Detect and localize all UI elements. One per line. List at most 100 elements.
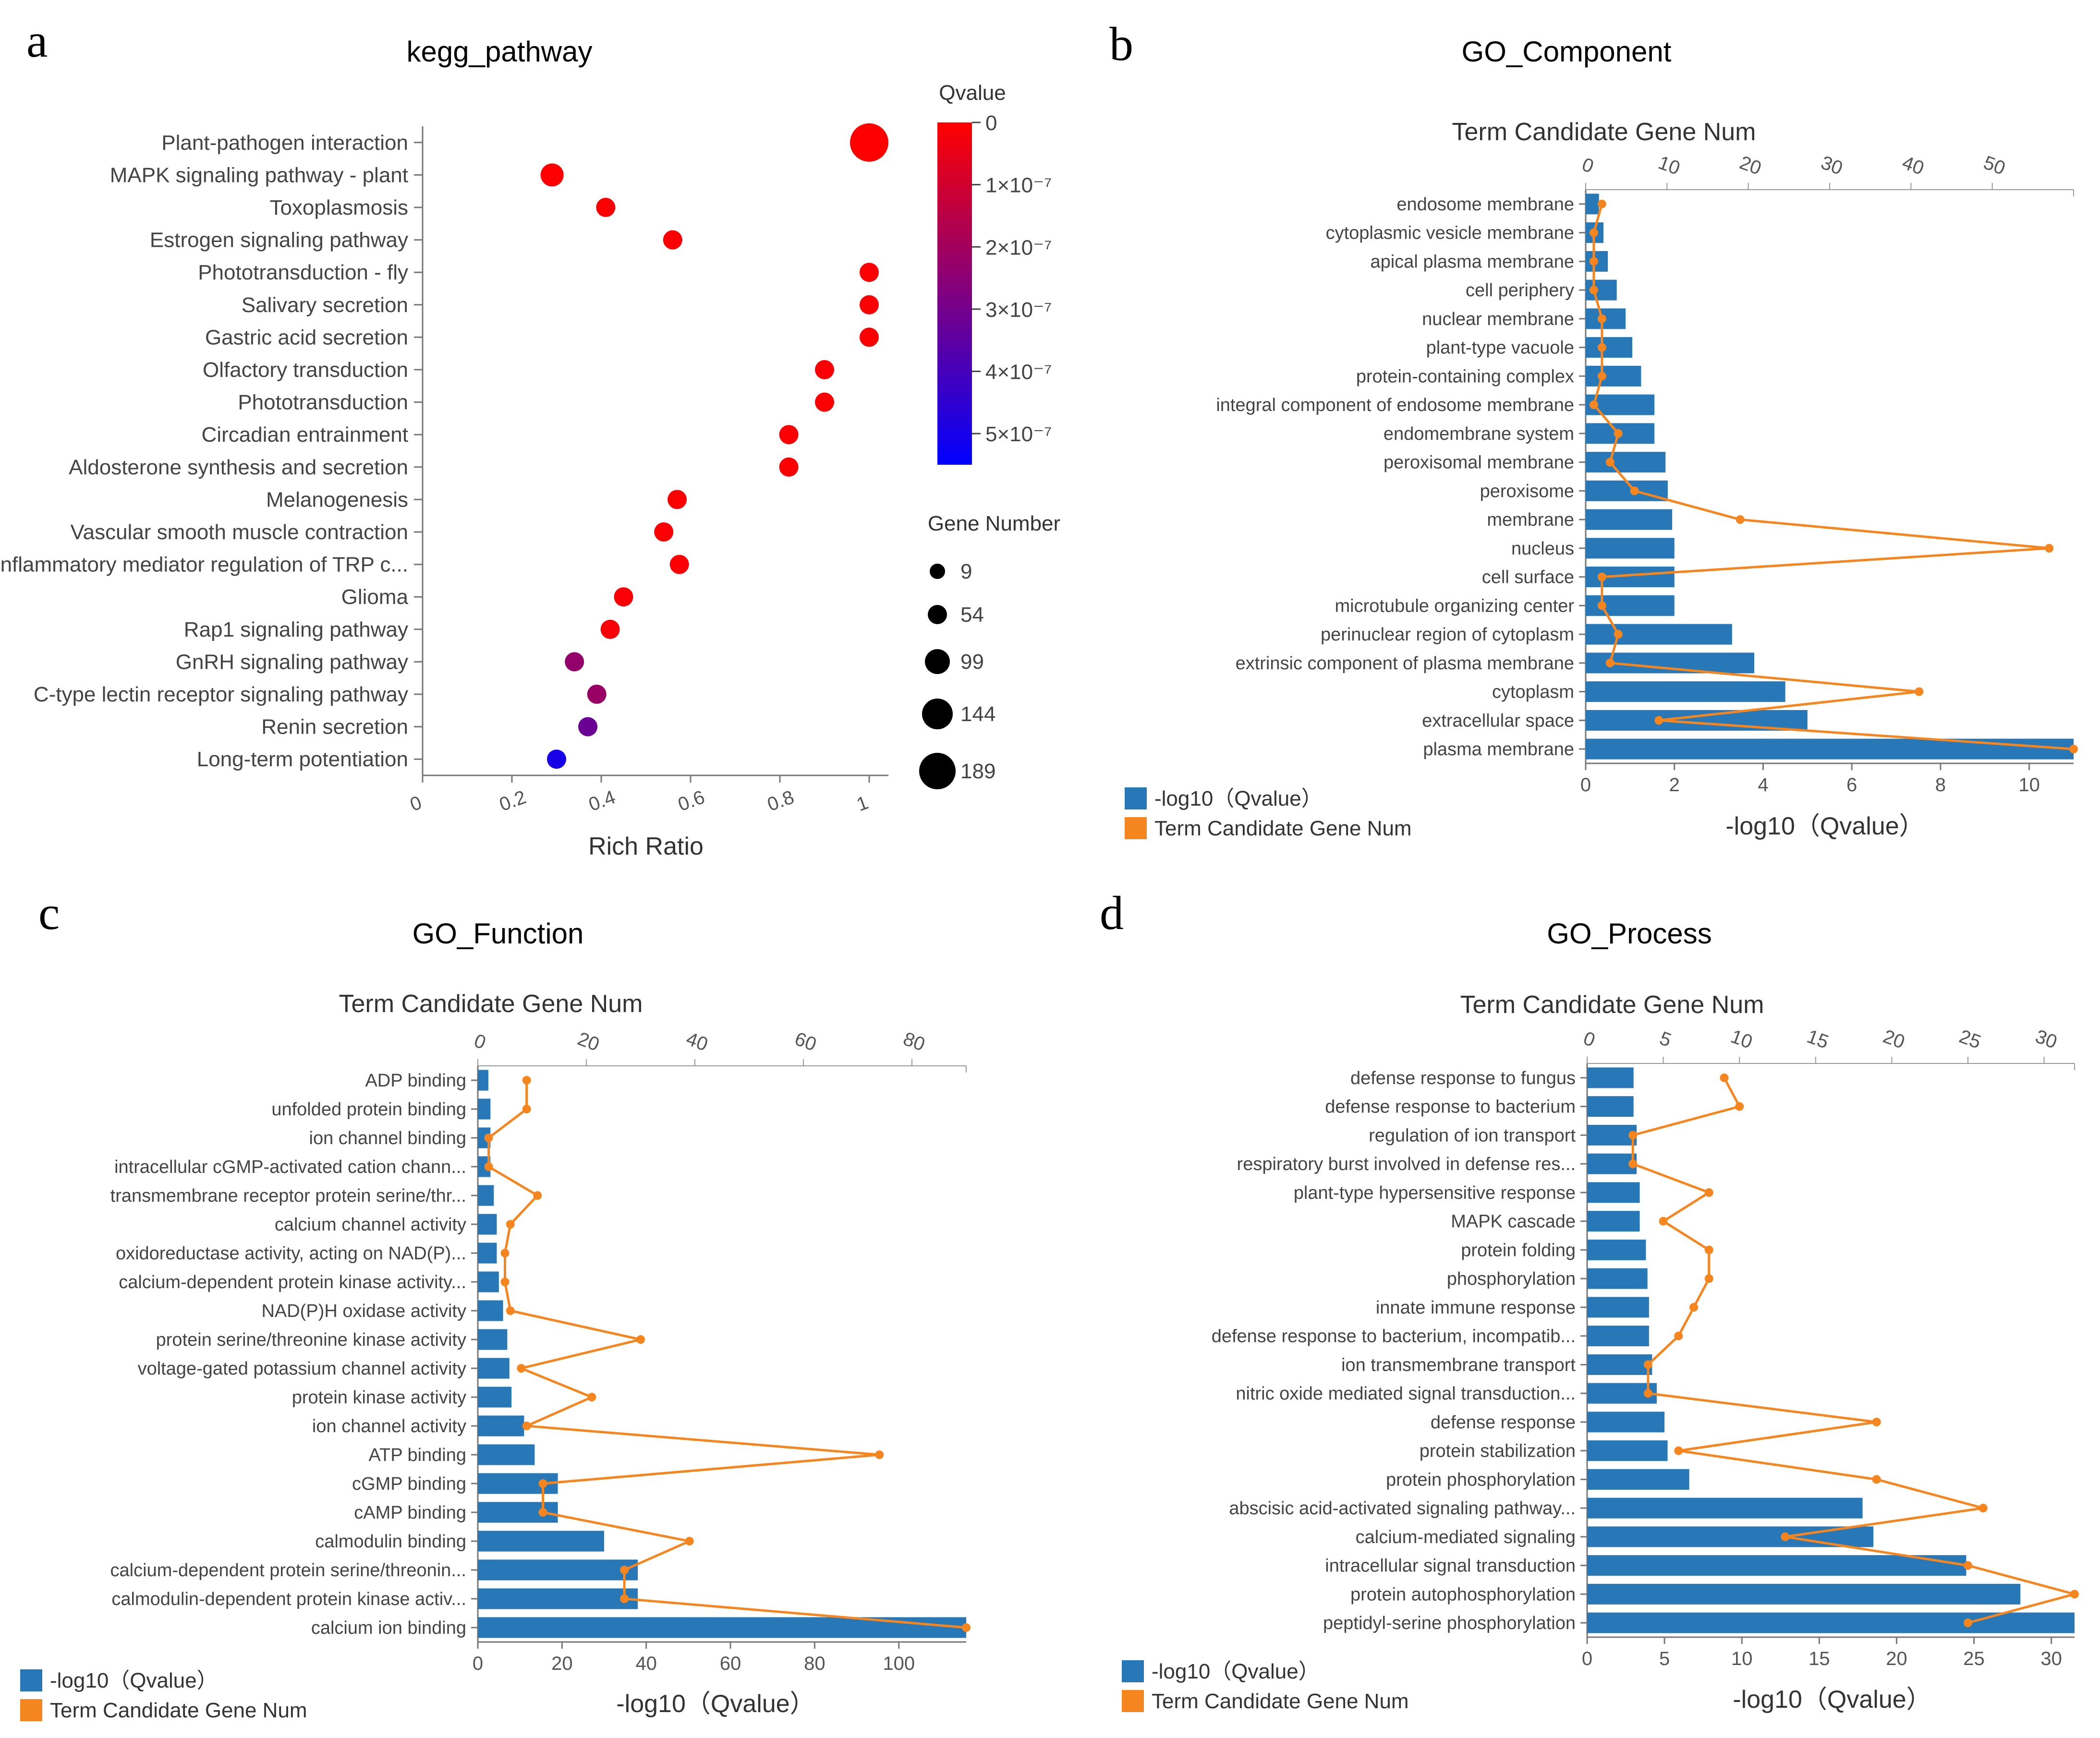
category-label-d: innate immune response	[1376, 1298, 1576, 1318]
category-label-b: plasma membrane	[1423, 739, 1574, 760]
category-label-c: calmodulin binding	[315, 1532, 466, 1552]
bar-d	[1587, 1124, 1637, 1146]
x-tick-label-a: 0.8	[765, 786, 797, 815]
category-label-a: Glioma	[341, 585, 409, 609]
bar-d	[1587, 1067, 1634, 1088]
size-legend-dot-a	[919, 753, 956, 789]
category-label-c: calcium channel activity	[275, 1215, 466, 1235]
category-label-a: Renin secretion	[261, 715, 408, 739]
category-label-c: transmembrane receptor protein serine/th…	[110, 1186, 466, 1206]
category-label-b: extrinsic component of plasma membrane	[1236, 653, 1574, 674]
data-point-a	[596, 198, 616, 217]
category-label-a: Olfactory transduction	[203, 358, 408, 382]
category-label-a: Aldosterone synthesis and secretion	[69, 456, 408, 479]
category-label-d: defense response to bacterium, incompati…	[1212, 1327, 1576, 1347]
line-point-b	[2069, 745, 2078, 754]
x-tick-label-b: 2	[1669, 774, 1680, 796]
size-legend-dot-a	[922, 699, 953, 729]
x-tick-label-b: 8	[1935, 774, 1946, 796]
line-point-d	[2070, 1590, 2079, 1599]
line-point-c	[484, 1134, 493, 1142]
bar-d	[1587, 1297, 1649, 1318]
category-label-a: Phototransduction - fly	[198, 261, 408, 284]
size-legend-dot-a	[925, 649, 950, 674]
line-point-d	[1963, 1618, 1972, 1628]
data-point-a	[860, 263, 879, 282]
legend-label-bar-d: -log10（Qvalue）	[1152, 1660, 1320, 1683]
chart-title-b: GO_Component	[1462, 36, 1672, 68]
colorbar-label-a: 3×10⁻⁷	[985, 298, 1052, 322]
line-point-d	[1979, 1504, 1988, 1513]
colorbar-label-a: 4×10⁻⁷	[985, 361, 1052, 384]
legend-label-bar-c: -log10（Qvalue）	[50, 1669, 218, 1692]
category-label-c: protein kinase activity	[292, 1388, 466, 1408]
size-legend-label-a: 54	[960, 603, 984, 627]
top-tick-label-d: 20	[1880, 1026, 1907, 1053]
x-tick-label-b: 6	[1846, 774, 1857, 796]
panel-label-b: b	[1109, 17, 1133, 71]
panel-label-d: d	[1100, 886, 1124, 940]
bar-b	[1586, 681, 1785, 702]
data-point-a	[663, 230, 682, 250]
legend-label-line-d: Term Candidate Gene Num	[1152, 1690, 1409, 1713]
data-point-a	[614, 587, 633, 607]
line-point-b	[2045, 543, 2054, 553]
legend-swatch-bar-c	[20, 1669, 42, 1691]
line-point-c	[506, 1306, 515, 1315]
category-label-d: abscisic acid-activated signaling pathwa…	[1229, 1498, 1576, 1519]
category-label-c: oxidoreductase activity, acting on NAD(P…	[116, 1243, 466, 1264]
x-tick-label-c: 20	[551, 1653, 573, 1674]
data-point-a	[578, 717, 598, 736]
category-label-d: plant-type hypersensitive response	[1294, 1183, 1576, 1203]
category-label-b: protein-containing complex	[1356, 366, 1574, 386]
bar-c	[478, 1415, 524, 1436]
top-tick-label-d: 30	[2033, 1026, 2060, 1053]
bar-b	[1586, 538, 1675, 559]
category-label-a: Salivary secretion	[242, 293, 408, 317]
bar-d	[1587, 1583, 2021, 1605]
bar-d	[1587, 1469, 1689, 1490]
category-label-a: Melanogenesis	[266, 488, 408, 511]
line-point-c	[522, 1422, 531, 1430]
line-point-c	[962, 1623, 971, 1632]
category-label-c: voltage-gated potassium channel activity	[138, 1359, 466, 1379]
category-label-d: protein autophosphorylation	[1350, 1584, 1576, 1605]
line-point-c	[500, 1249, 510, 1257]
x-tick-label-a: 0.4	[586, 786, 618, 815]
category-label-c: calcium ion binding	[311, 1618, 466, 1638]
data-point-a	[779, 425, 799, 445]
category-label-a: Long-term potentiation	[197, 748, 408, 771]
series-line-b	[1592, 204, 2074, 750]
line-point-d	[1689, 1303, 1699, 1312]
category-label-c: NAD(P)H oxidase activity	[261, 1301, 466, 1321]
top-tick-label-d: 10	[1728, 1026, 1755, 1053]
colorbar-label-a: 1×10⁻⁷	[985, 174, 1052, 197]
x-tick-label-c: 40	[635, 1653, 657, 1674]
data-point-a	[565, 652, 584, 672]
category-label-c: ion channel binding	[309, 1128, 467, 1148]
category-label-c: unfolded protein binding	[271, 1099, 466, 1120]
category-label-c: ADP binding	[365, 1071, 466, 1091]
series-line-c	[487, 1080, 967, 1629]
line-point-d	[1735, 1102, 1744, 1111]
category-label-b: nucleus	[1511, 539, 1574, 559]
category-label-d: nitric oxide mediated signal transductio…	[1236, 1384, 1576, 1404]
category-label-b: extracellular space	[1422, 711, 1574, 731]
data-point-a	[815, 392, 834, 412]
category-label-a: Vascular smooth muscle contraction	[71, 520, 408, 544]
category-label-b: integral component of endosome membrane	[1216, 395, 1574, 415]
panel-b: b GO_Component Term Candidate Gene Num 0 10 2…	[1109, 17, 2078, 840]
data-point-a	[600, 619, 620, 639]
colorbar-label-a: 0	[985, 111, 997, 135]
bar-c	[478, 1358, 510, 1379]
line-point-c	[484, 1162, 493, 1171]
panel-d: d GO_Process Term Candidate Gene Num 0 5 10 15…	[1100, 886, 2079, 1714]
panel-c: c GO_Function Term Candidate Gene Num 0 20 40…	[20, 886, 971, 1722]
x-axis-title-a: Rich Ratio	[588, 833, 704, 860]
category-label-a: Inflammatory mediator regulation of TRP …	[0, 553, 408, 577]
category-label-a: GnRH signaling pathway	[176, 650, 408, 674]
line-point-d	[1963, 1561, 1972, 1570]
line-point-d	[1872, 1475, 1881, 1484]
x-tick-label-d: 10	[1731, 1648, 1753, 1669]
category-label-b: cell surface	[1482, 567, 1574, 588]
